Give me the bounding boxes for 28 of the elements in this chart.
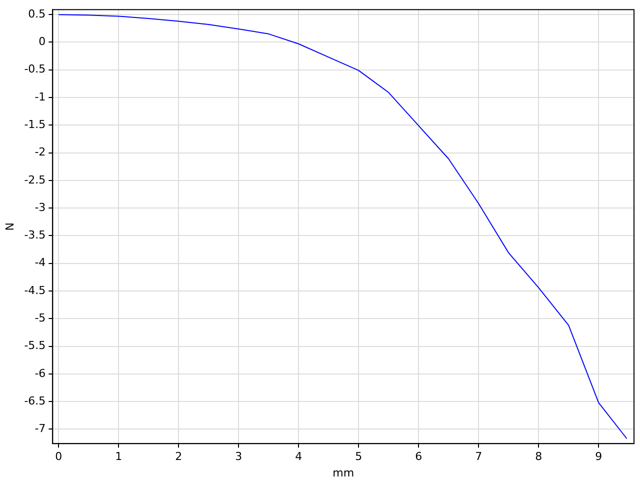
y-tick-label: -2.5: [24, 173, 46, 186]
y-tick-label: -7: [34, 422, 46, 436]
x-tick-label: 4: [295, 450, 302, 464]
y-tick-label: -3: [34, 200, 46, 214]
x-tick-label: 7: [475, 450, 482, 464]
y-tick-label: -3.5: [24, 228, 46, 242]
y-tick-label: -5: [34, 312, 46, 325]
y-tick-label: -5.5: [24, 339, 46, 352]
y-tick-label: -2: [34, 146, 46, 159]
x-tick-label: 8: [535, 450, 542, 464]
x-tick-label: 3: [235, 450, 242, 464]
x-tick-label: 0: [55, 450, 62, 464]
y-tick-label: -0.5: [24, 62, 46, 76]
y-axis-title: N: [3, 222, 16, 231]
y-tick-label: -6.5: [24, 394, 46, 408]
y-tick-label: -4: [34, 256, 46, 270]
x-axis-title: mm: [332, 466, 354, 480]
x-tick-label: 9: [595, 450, 602, 464]
y-tick-label: -1.5: [24, 118, 46, 132]
y-tick-label: -6: [34, 366, 46, 380]
y-tick-label: -4.5: [24, 284, 46, 297]
x-tick-label: 2: [175, 450, 182, 464]
x-tick-label: 5: [355, 450, 362, 464]
y-tick-label: 0.5: [28, 7, 46, 20]
x-tick-label: 6: [415, 450, 422, 464]
x-tick-label: 1: [115, 450, 122, 464]
y-tick-label: -1: [34, 90, 46, 104]
y-tick-label: 0: [38, 35, 46, 48]
